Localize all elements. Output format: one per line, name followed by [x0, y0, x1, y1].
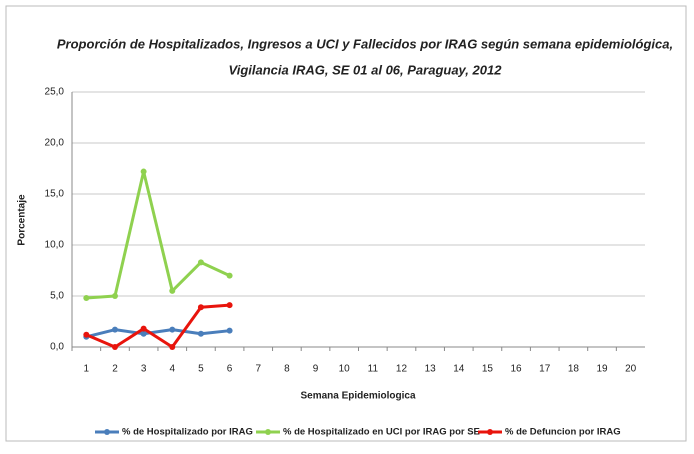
y-tick-label: 15,0: [45, 189, 65, 200]
y-tick-label: 0,0: [50, 342, 64, 353]
point: [197, 304, 204, 311]
legend-marker: [487, 429, 493, 435]
x-tick-label: 17: [539, 364, 551, 375]
x-tick-label: 3: [141, 364, 147, 375]
x-tick-label: 5: [198, 364, 204, 375]
point: [140, 168, 147, 175]
x-tick-label: 2: [112, 364, 118, 375]
y-axis-title: Porcentaje: [17, 194, 28, 246]
x-tick-label: 9: [313, 364, 319, 375]
point: [111, 326, 118, 333]
y-tick-label: 5,0: [50, 291, 64, 302]
point: [169, 326, 176, 333]
point: [140, 325, 147, 332]
series-line: [85, 303, 230, 349]
x-tick-label: 14: [453, 364, 465, 375]
chart-frame: [5, 5, 687, 442]
legend-marker: [265, 429, 271, 435]
legend-label: % de Defuncion por IRAG: [505, 427, 621, 438]
y-tick-label: 10,0: [45, 240, 65, 251]
point: [169, 344, 176, 350]
x-tick-label: 19: [596, 364, 608, 375]
y-tick-label: 25,0: [45, 87, 65, 98]
point: [226, 327, 233, 334]
x-tick-label: 15: [482, 364, 494, 375]
x-tick-label: 13: [425, 364, 437, 375]
point: [111, 344, 118, 350]
point: [169, 287, 176, 294]
x-tick-label: 7: [255, 364, 261, 375]
x-tick-label: 20: [625, 364, 637, 375]
point: [140, 330, 147, 337]
point: [197, 330, 204, 337]
point: [111, 293, 118, 299]
point: [226, 272, 233, 279]
x-tick-label: 10: [339, 364, 351, 375]
x-tick-label: 4: [169, 364, 175, 375]
chart-title: Vigilancia IRAG, SE 01 al 06, Paraguay, …: [229, 62, 503, 77]
series-line: [85, 328, 230, 339]
x-tick-label: 6: [227, 364, 233, 375]
point: [83, 295, 90, 302]
point: [197, 259, 204, 266]
x-tick-label: 11: [368, 364, 379, 375]
y-tick-label: 20,0: [45, 138, 65, 149]
x-tick-label: 18: [568, 364, 580, 375]
x-tick-label: 16: [511, 364, 523, 375]
point: [226, 302, 233, 309]
x-axis-title: Semana Epidemiologica: [300, 391, 415, 402]
series-line: [86, 170, 231, 300]
point: [83, 331, 90, 338]
chart-title: Proporción de Hospitalizados, Ingresos a…: [57, 36, 673, 51]
legend-label: % de Hospitalizado en UCI por IRAG por S…: [283, 427, 480, 438]
legend-marker: [104, 429, 110, 435]
x-tick-label: 8: [284, 364, 290, 375]
x-tick-label: 1: [84, 364, 90, 375]
legend-label: % de Hospitalizado por IRAG: [122, 427, 253, 438]
x-tick-label: 12: [396, 364, 408, 375]
